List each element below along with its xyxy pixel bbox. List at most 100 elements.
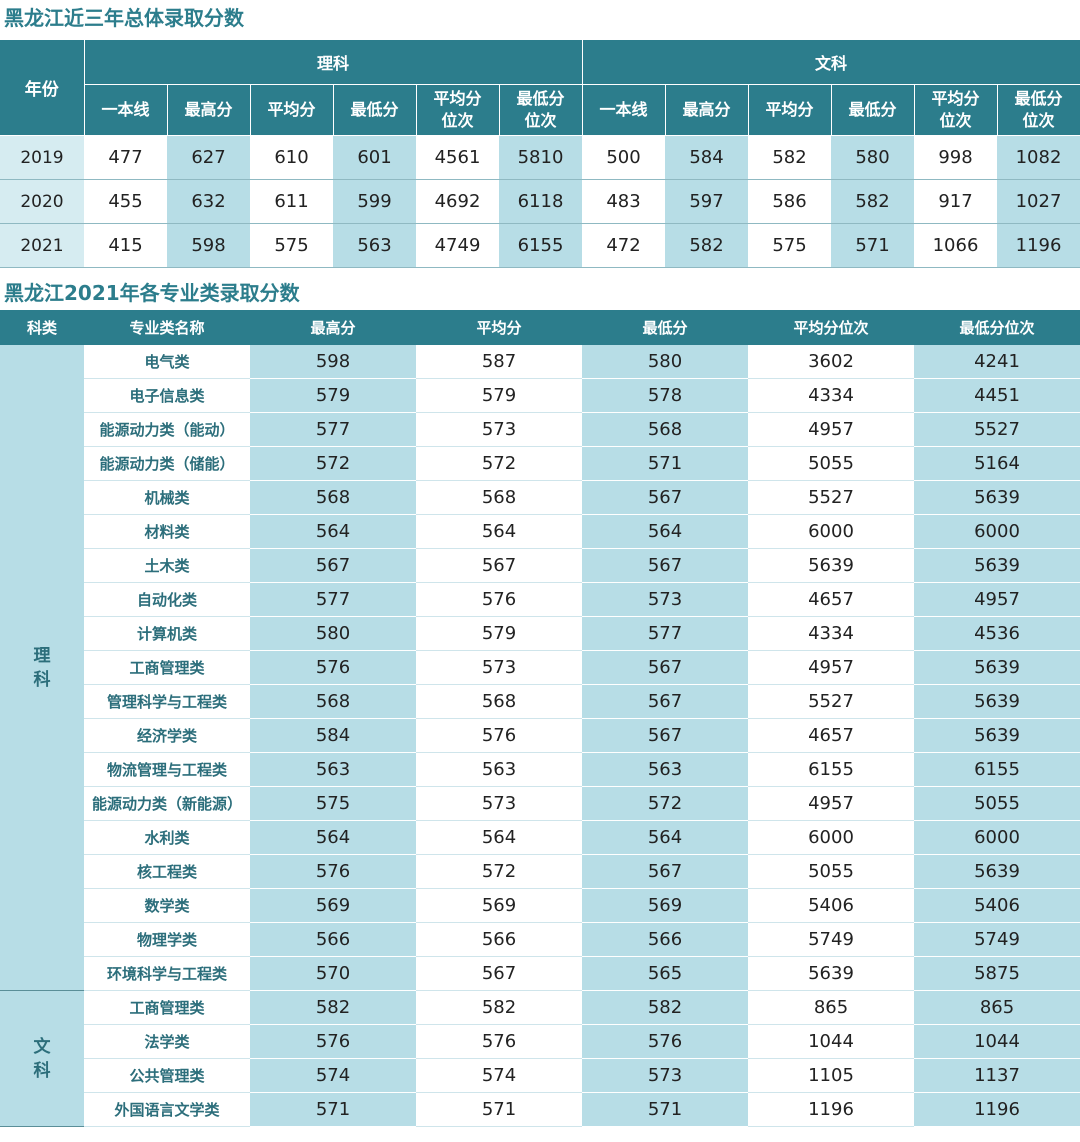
major-value-cell: 5406 [914, 888, 1080, 923]
major-value-cell: 5406 [748, 888, 914, 923]
major-value-cell: 5639 [914, 548, 1080, 583]
major-value-cell: 5749 [914, 922, 1080, 957]
overall-value-cell: 1066 [914, 223, 998, 268]
sub-header-avg-rank: 平均分位次 [416, 84, 500, 136]
major-value-cell: 569 [582, 888, 748, 923]
major-row: 土木类 567 567 567 5639 5639 [0, 548, 1080, 583]
overall-value-cell: 575 [250, 223, 333, 268]
major-value-cell: 6155 [748, 752, 914, 787]
major-value-cell: 4334 [748, 616, 914, 651]
major-value-cell: 5527 [914, 412, 1080, 447]
overall-value-cell: 632 [167, 179, 250, 224]
major-row: 计算机类 580 579 577 4334 4536 [0, 616, 1080, 651]
major-value-cell: 6000 [914, 820, 1080, 855]
overall-value-cell: 575 [748, 223, 832, 268]
major-value-cell: 563 [250, 752, 416, 787]
major-row: 物流管理与工程类 563 563 563 6155 6155 [0, 752, 1080, 787]
major-value-cell: 5527 [748, 684, 914, 719]
sub-header-cutoff: 一本线 [582, 84, 666, 136]
overall-value-cell: 601 [333, 135, 416, 180]
overall-value-cell: 4692 [416, 179, 499, 224]
overall-value-cell: 477 [84, 135, 167, 180]
major-name-cell: 数学类 [84, 888, 250, 923]
group-header-arts: 文科 [582, 40, 1080, 85]
major-value-cell: 572 [416, 854, 582, 889]
major-value-cell: 1044 [748, 1024, 914, 1059]
major-value-cell: 1196 [914, 1092, 1080, 1127]
major-row: 电子信息类 579 579 578 4334 4451 [0, 378, 1080, 413]
major-value-cell: 565 [582, 956, 748, 991]
major-value-cell: 577 [250, 412, 416, 447]
overall-value-cell: 1196 [997, 223, 1080, 268]
major-name-cell: 水利类 [84, 820, 250, 855]
major-value-cell: 576 [250, 650, 416, 685]
major-value-cell: 572 [582, 786, 748, 821]
sub-header-cutoff: 一本线 [84, 84, 168, 136]
overall-row: 2020 455 632 611 599 4692 6118 483 597 586 582 917 1… [0, 179, 1080, 224]
major-row: 环境科学与工程类 570 567 565 5639 5875 [0, 956, 1080, 991]
major-row: 能源动力类（储能） 572 572 571 5055 5164 [0, 446, 1080, 481]
major-value-cell: 6000 [748, 820, 914, 855]
major-value-cell: 571 [250, 1092, 416, 1127]
major-scores-title: 黑龙江2021年各专业类录取分数 [4, 281, 300, 305]
major-value-cell: 573 [416, 650, 582, 685]
major-value-cell: 569 [416, 888, 582, 923]
major-name-cell: 物流管理与工程类 [84, 752, 250, 787]
overall-value-cell: 571 [831, 223, 915, 268]
major-value-cell: 568 [416, 480, 582, 515]
major-value-cell: 6000 [748, 514, 914, 549]
major-value-cell: 5639 [748, 956, 914, 991]
category-cell: 理科 [0, 345, 84, 991]
major-value-cell: 5055 [748, 446, 914, 481]
major-name-cell: 核工程类 [84, 854, 250, 889]
major-value-cell: 569 [250, 888, 416, 923]
year-cell: 2019 [0, 135, 84, 180]
sub-header-max: 最高分 [167, 84, 251, 136]
major-value-cell: 576 [416, 718, 582, 753]
overall-value-cell: 998 [914, 135, 998, 180]
major-value-cell: 573 [582, 1058, 748, 1093]
major-scores-table: 科类 专业类名称 最高分 平均分 最低分 平均分位次 最低分位次 理科 电气类 59… [0, 310, 1080, 1127]
major-value-cell: 1137 [914, 1058, 1080, 1093]
major-value-cell: 4957 [748, 412, 914, 447]
major-value-cell: 568 [582, 412, 748, 447]
major-value-cell: 574 [416, 1058, 582, 1093]
col-header-major-name: 专业类名称 [84, 310, 250, 345]
col-header-avg-rank: 平均分位次 [748, 310, 914, 345]
overall-value-cell: 582 [831, 179, 915, 224]
overall-scores-table: 年份 理科 文科 一本线 最高分 平均分 最低分 平均分位次 最低分位次 一本线… [0, 40, 1080, 268]
overall-value-cell: 597 [665, 179, 749, 224]
group-header-science: 理科 [84, 40, 583, 85]
major-value-cell: 1105 [748, 1058, 914, 1093]
major-value-cell: 4957 [748, 786, 914, 821]
major-value-cell: 4657 [748, 718, 914, 753]
col-header-max: 最高分 [250, 310, 416, 345]
col-header-avg: 平均分 [416, 310, 582, 345]
major-name-cell: 管理科学与工程类 [84, 684, 250, 719]
major-name-cell: 经济学类 [84, 718, 250, 753]
col-header-min-rank: 最低分位次 [914, 310, 1080, 345]
major-value-cell: 567 [416, 548, 582, 583]
major-row: 水利类 564 564 564 6000 6000 [0, 820, 1080, 855]
overall-value-cell: 598 [167, 223, 250, 268]
overall-value-cell: 584 [665, 135, 749, 180]
major-value-cell: 564 [582, 514, 748, 549]
sub-header-min: 最低分 [831, 84, 915, 136]
major-value-cell: 5055 [748, 854, 914, 889]
major-value-cell: 5639 [914, 718, 1080, 753]
major-row: 公共管理类 574 574 573 1105 1137 [0, 1058, 1080, 1093]
major-value-cell: 4536 [914, 616, 1080, 651]
major-value-cell: 5055 [914, 786, 1080, 821]
major-value-cell: 564 [416, 820, 582, 855]
major-name-cell: 法学类 [84, 1024, 250, 1059]
overall-value-cell: 627 [167, 135, 250, 180]
major-value-cell: 563 [582, 752, 748, 787]
major-value-cell: 579 [416, 616, 582, 651]
major-value-cell: 564 [250, 820, 416, 855]
major-row: 数学类 569 569 569 5406 5406 [0, 888, 1080, 923]
sub-header-min-rank: 最低分位次 [499, 84, 583, 136]
major-row: 能源动力类（新能源） 575 573 572 4957 5055 [0, 786, 1080, 821]
overall-value-cell: 599 [333, 179, 416, 224]
major-value-cell: 5875 [914, 956, 1080, 991]
major-value-cell: 5639 [914, 684, 1080, 719]
